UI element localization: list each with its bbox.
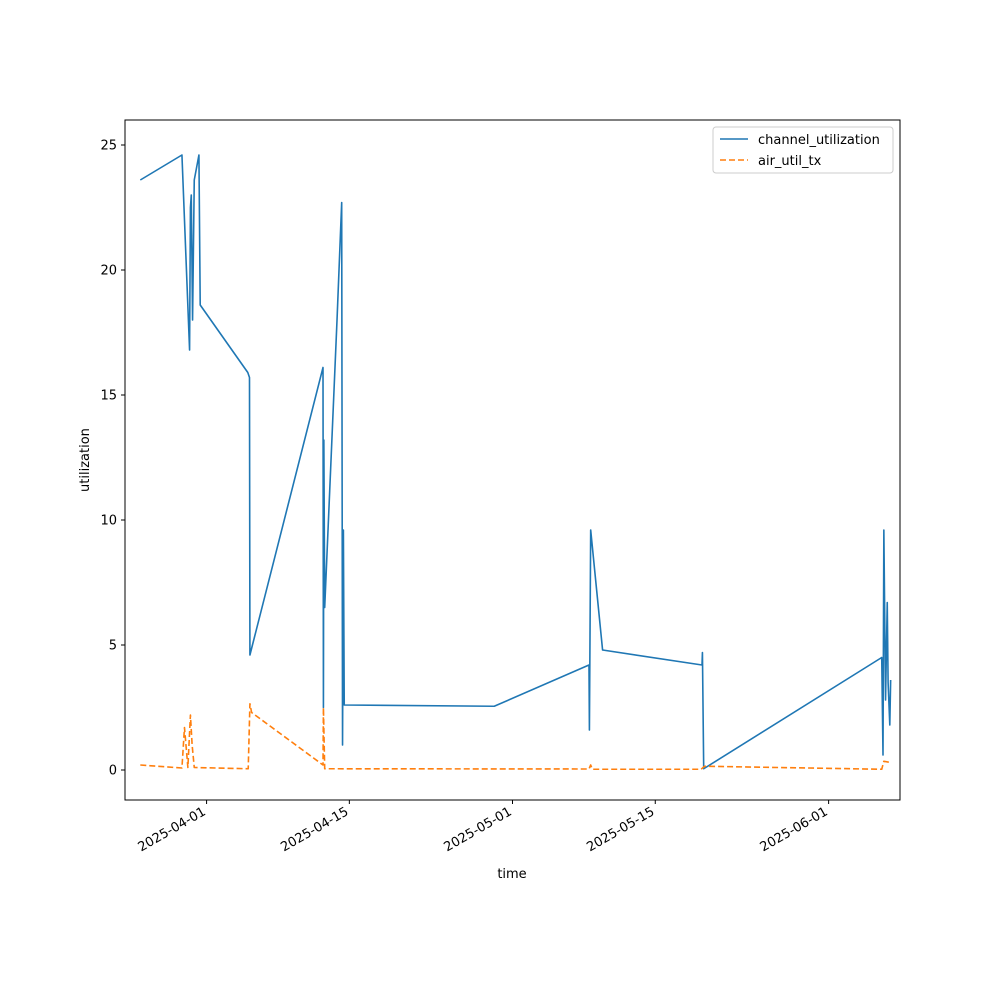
legend: channel_utilization air_util_tx xyxy=(712,126,894,174)
legend-label-air-util-tx: air_util_tx xyxy=(758,154,822,169)
series-line-channel-utilization xyxy=(139,154,892,770)
series-layer xyxy=(139,154,892,771)
legend-label-channel-utilization: channel_utilization xyxy=(758,133,880,148)
y-axis-ticks: 0 5 10 15 20 25 xyxy=(100,139,125,779)
y-tick-label: 20 xyxy=(100,264,117,279)
y-tick-label: 0 xyxy=(109,764,117,779)
y-tick-label: 25 xyxy=(100,139,117,154)
y-axis-label: utilization xyxy=(78,428,93,492)
y-tick-label: 5 xyxy=(109,639,117,654)
x-axis-label: time xyxy=(497,867,526,882)
legend-box xyxy=(712,126,894,174)
series-line-air-util-tx xyxy=(140,702,891,771)
y-tick-label: 15 xyxy=(100,389,117,404)
y-tick-label: 10 xyxy=(100,514,117,529)
